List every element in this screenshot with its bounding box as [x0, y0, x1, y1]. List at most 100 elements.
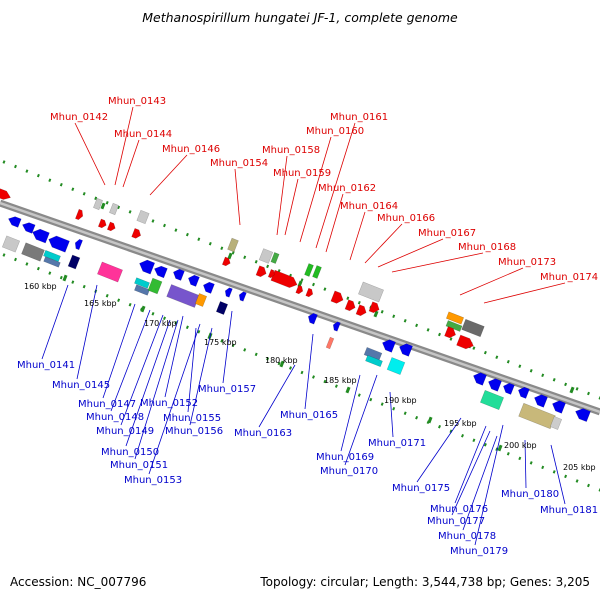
ring-dot [128, 302, 132, 307]
forward-gene-label: Mhun_0161 [330, 112, 388, 123]
reverse-gene-label: Mhun_0178 [438, 531, 496, 542]
ring-dot [529, 369, 533, 373]
ring-dot [346, 296, 350, 300]
gene-feature [445, 320, 463, 332]
forward-gene-label: Mhun_0143 [108, 96, 166, 107]
ring-dot [208, 241, 212, 246]
scale-label: 190 kbp [384, 396, 417, 405]
gene-feature [575, 408, 591, 423]
gene-feature [312, 265, 322, 279]
gene-feature [154, 265, 168, 279]
gene-feature [270, 252, 280, 264]
ring-dot [518, 456, 522, 461]
ring-dot [552, 470, 556, 474]
gene-feature [473, 372, 487, 386]
ring-dot [289, 366, 292, 370]
gene-feature [552, 400, 566, 414]
gene-feature [307, 312, 318, 325]
ring-dot [151, 219, 155, 223]
gene-feature [215, 301, 229, 315]
forward-gene-label: Mhun_0164 [340, 201, 398, 212]
forward-gene-label: Mhun_0154 [210, 158, 268, 169]
reverse-leader-line [524, 439, 527, 489]
gene-feature [67, 254, 81, 270]
ring-dot [220, 339, 224, 343]
ring-dot [82, 284, 86, 289]
reverse-leader-line [120, 314, 164, 426]
forward-leader-line [149, 154, 188, 196]
ring-dot [94, 196, 98, 201]
gene-feature [75, 208, 84, 221]
ring-dot [277, 361, 281, 366]
ring-dot [243, 348, 247, 352]
forward-leader-line [276, 155, 288, 236]
ring-dot [105, 201, 109, 205]
gene-feature [255, 265, 267, 278]
gene-feature [270, 269, 298, 288]
reverse-gene-label: Mhun_0149 [96, 426, 154, 437]
ring-dot [25, 262, 29, 266]
gene-feature [166, 284, 200, 308]
gene-feature [325, 336, 335, 350]
label-leaders [41, 106, 566, 546]
gene-feature [344, 299, 356, 312]
ring-dot [506, 359, 510, 364]
forward-leader-line [377, 238, 444, 268]
ring-dot [231, 251, 235, 255]
reverse-leader-line [125, 319, 171, 447]
ring-dots [2, 160, 600, 492]
reverse-leader-line [148, 323, 201, 475]
gene-feature [503, 382, 515, 395]
map-title: Methanospirillum hungatei JF-1, complete… [142, 10, 458, 25]
gene-feature [188, 274, 200, 287]
reverse-gene-label: Mhun_0156 [165, 426, 223, 437]
forward-leader-line [284, 178, 299, 236]
gene-features [0, 187, 591, 430]
ring-dot [117, 298, 121, 302]
ring-tick [100, 202, 106, 210]
ring-dot [426, 328, 430, 332]
ring-dot [163, 223, 166, 228]
genome-backbone [0, 199, 600, 416]
forward-leader-line [325, 193, 344, 253]
reverse-leader-line [258, 364, 296, 428]
ring-dot [392, 314, 396, 319]
scale-labels: 160 kbp 165 kbp 170 kbp 175 kbp 180 kbp 185 k… [24, 282, 596, 472]
gene-feature [134, 284, 150, 296]
reverse-leader-line [110, 309, 151, 412]
ring-dot [518, 364, 522, 368]
ring-dot [323, 379, 327, 384]
gene-feature [97, 261, 123, 283]
reverse-gene-label: Mhun_0141 [17, 360, 75, 371]
forward-gene-label: Mhun_0168 [458, 242, 516, 253]
reverse-leader-line [41, 284, 69, 360]
reverse-gene-label: Mhun_0153 [124, 475, 182, 486]
forward-leader-line [391, 252, 484, 273]
gene-feature [194, 293, 208, 307]
gene-feature [48, 235, 70, 253]
ring-dot [231, 343, 235, 348]
ring-dot [575, 387, 579, 391]
ring-tick [373, 310, 379, 318]
gene-feature [549, 416, 563, 430]
ring-dot [403, 319, 407, 323]
reverse-leader-line [389, 391, 394, 438]
gene-feature [203, 281, 215, 294]
gene-feature [445, 311, 465, 325]
ring-dot [483, 350, 487, 355]
gene-feature [43, 249, 61, 263]
forward-gene-label: Mhun_0166 [377, 213, 435, 224]
gene-feature [139, 259, 156, 275]
ring-dot [2, 253, 6, 257]
ring-dot [36, 266, 40, 271]
gene-feature [136, 209, 150, 225]
gene-feature [106, 221, 116, 232]
ring-dot [369, 397, 373, 402]
ring-dot [461, 434, 464, 438]
reverse-gene-label: Mhun_0152 [140, 398, 198, 409]
reverse-gene-label: Mhun_0165 [280, 410, 338, 421]
ring-dot [598, 488, 600, 492]
gene-feature [304, 263, 314, 277]
gene-feature [461, 318, 485, 338]
gene-feature [238, 291, 247, 302]
